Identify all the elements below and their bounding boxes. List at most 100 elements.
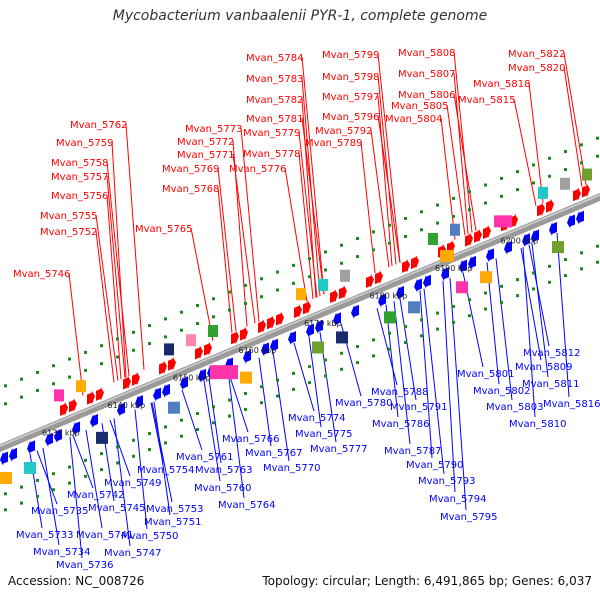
- forward-gene: [168, 356, 176, 371]
- gene-label: Mvan_5746: [13, 269, 70, 280]
- tick-mark: [404, 216, 407, 220]
- callout-line: [308, 336, 322, 428]
- tick-mark: [468, 208, 471, 212]
- tick-mark: [164, 425, 167, 429]
- tick-mark: [4, 384, 7, 388]
- gene-label: Mvan_5820: [508, 63, 565, 74]
- gene-label: Mvan_5736: [56, 560, 113, 571]
- tick-mark: [388, 347, 391, 351]
- gene-labels: Mvan_5746 Mvan_5752 Mvan_5755 Mvan_5756 Mvan…: [13, 48, 600, 571]
- callout-line: [109, 419, 131, 477]
- callout-line: [232, 140, 248, 327]
- tick-mark: [244, 391, 247, 395]
- forward-gene: [258, 319, 266, 334]
- gene-label: Mvan_5804: [385, 114, 442, 125]
- gene-label: Mvan_5808: [398, 48, 455, 59]
- callout-line: [125, 123, 145, 370]
- reverse-gene: [243, 349, 251, 365]
- tick-mark: [228, 414, 231, 418]
- feature-box: [480, 271, 492, 284]
- tick-mark: [52, 364, 55, 368]
- reverse-gene: [468, 255, 476, 270]
- feature-box: [384, 311, 396, 324]
- feature-box: [340, 269, 350, 282]
- tick-mark: [68, 357, 71, 361]
- tick-mark: [372, 230, 375, 234]
- reverse-gene: [9, 447, 17, 462]
- callout-line: [370, 129, 390, 268]
- tick-mark: [564, 274, 567, 278]
- callout-line: [449, 277, 467, 511]
- gene-label: Mvan_5812: [523, 348, 580, 359]
- scale-labels: 6130 kbp 6140 kbp 6150 kbp 6160 kbp 6170 kbp…: [42, 237, 538, 438]
- tick-mark: [548, 156, 551, 160]
- tick-mark: [388, 241, 391, 245]
- feature-box: [336, 331, 348, 344]
- gene-label: Mvan_5784: [246, 53, 303, 64]
- tick-mark: [164, 317, 167, 321]
- feature-box: [312, 341, 324, 354]
- tick-mark: [324, 374, 327, 378]
- gene-label: Mvan_5776: [229, 164, 286, 175]
- forward-gene: [537, 202, 545, 217]
- tick-mark: [260, 401, 263, 405]
- tick-mark: [52, 472, 55, 476]
- tick-mark: [548, 174, 551, 178]
- callout-line: [134, 409, 148, 530]
- tick-mark: [340, 351, 343, 355]
- gene-label: Mvan_5770: [263, 463, 320, 474]
- tick-mark: [132, 348, 135, 352]
- forward-gene: [204, 341, 212, 356]
- callout-line: [399, 298, 417, 401]
- gene-label: Mvan_5742: [67, 490, 124, 501]
- gene-label: Mvan_5815: [458, 95, 515, 106]
- scale-label: 6140 kbp: [108, 401, 146, 410]
- tick-mark: [260, 385, 263, 389]
- tick-mark: [228, 308, 231, 312]
- tick-mark: [132, 330, 135, 334]
- tick-mark: [436, 327, 439, 331]
- tick-mark: [20, 395, 23, 399]
- callout-line: [522, 247, 536, 418]
- scale-label: 6190 kbp: [435, 264, 473, 273]
- tick-mark: [196, 322, 199, 326]
- tick-mark: [372, 248, 375, 252]
- tick-mark: [420, 228, 423, 232]
- callout-line: [442, 280, 456, 493]
- feature-box: [186, 334, 196, 347]
- tick-mark: [452, 196, 455, 200]
- callout-lines: [29, 51, 587, 559]
- tick-mark: [148, 324, 151, 328]
- forward-gene: [330, 288, 338, 303]
- tick-mark: [132, 454, 135, 458]
- forward-gene: [87, 390, 95, 405]
- callout-line: [150, 402, 164, 464]
- callout-line: [227, 370, 245, 499]
- tick-mark: [68, 465, 71, 469]
- gene-label: Mvan_5778: [243, 149, 300, 160]
- gene-label: Mvan_5792: [315, 126, 372, 137]
- forward-gene: [303, 300, 311, 315]
- tick-mark: [516, 294, 519, 298]
- tick-mark: [452, 320, 455, 324]
- gene-label: Mvan_5799: [322, 50, 379, 61]
- callout-line: [227, 370, 249, 433]
- callout-line: [258, 357, 272, 447]
- tick-mark: [180, 434, 183, 438]
- tick-mark: [388, 223, 391, 227]
- reverse-gene: [288, 331, 296, 346]
- callout-line: [377, 95, 393, 267]
- gene-label: Mvan_5807: [398, 69, 455, 80]
- tick-mark: [116, 461, 119, 465]
- forward-gene: [483, 224, 491, 239]
- forward-gene: [123, 375, 131, 390]
- tick-mark: [580, 267, 583, 271]
- tick-mark: [308, 381, 311, 385]
- gene-label: Mvan_5768: [162, 184, 219, 195]
- callout-line: [393, 301, 411, 445]
- callout-line: [217, 167, 237, 332]
- tick-mark: [324, 250, 327, 254]
- tick-mark: [580, 251, 583, 255]
- callout-line: [293, 342, 315, 412]
- forward-gene: [465, 232, 473, 247]
